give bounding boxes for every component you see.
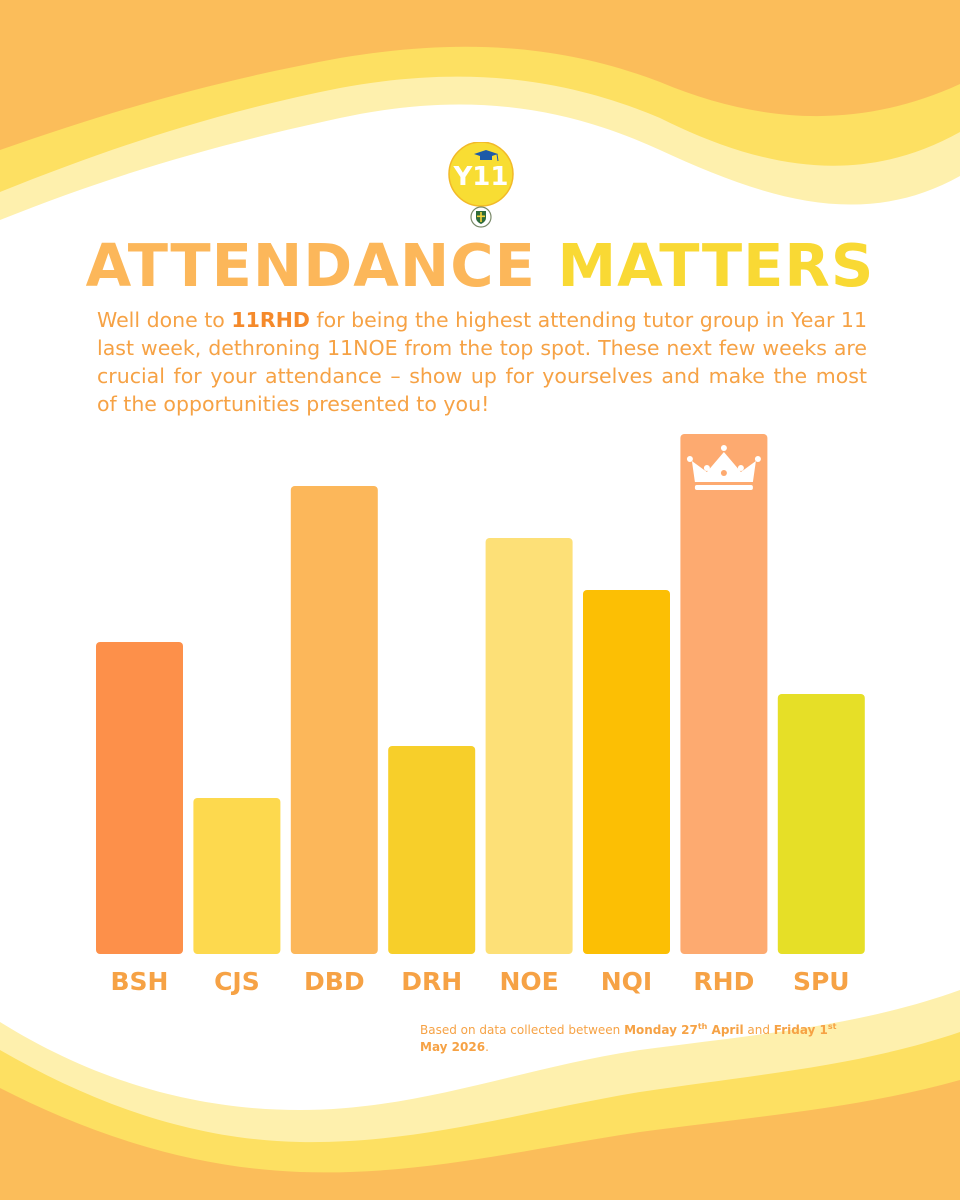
- footnote-end-month: May 2026: [420, 1040, 486, 1054]
- category-label-rhd: RHD: [693, 967, 754, 996]
- footnote-start-day: Monday 27: [624, 1023, 698, 1037]
- bar-drh: [388, 746, 476, 954]
- category-label-drh: DRH: [401, 967, 462, 996]
- category-label-nqi: NQI: [601, 967, 652, 996]
- title-part1: ATTENDANCE: [85, 231, 536, 300]
- category-label-bsh: BSH: [111, 967, 169, 996]
- bottom-wave: [0, 990, 960, 1200]
- school-crest-icon: [470, 206, 492, 228]
- crown-icon: [686, 445, 761, 490]
- intro-paragraph: Well done to 11RHD for being the highest…: [97, 306, 867, 418]
- intro-lead: Well done to: [97, 308, 232, 332]
- category-label-noe: NOE: [499, 967, 558, 996]
- bar-dbd: [290, 486, 378, 954]
- top-wave: [0, 0, 960, 220]
- intro-rest: for being the highest attending tutor gr…: [97, 308, 867, 416]
- page-title: ATTENDANCE MATTERS: [0, 228, 960, 304]
- footnote-end-day: Friday 1: [773, 1023, 828, 1037]
- category-label-spu: SPU: [793, 967, 850, 996]
- bar-cjs: [193, 798, 281, 954]
- intro-highlight: 11RHD: [231, 308, 310, 332]
- bar-nqi: [583, 590, 670, 954]
- bar-noe: [485, 538, 573, 954]
- bar-rhd: [680, 434, 768, 954]
- y11-logo: Y11: [448, 142, 514, 228]
- bar-bsh: [96, 642, 183, 954]
- category-label-cjs: CJS: [214, 967, 260, 996]
- footnote-start-sup: th: [697, 1022, 708, 1031]
- footnote-middle: and: [743, 1023, 774, 1037]
- graduation-cap-icon: [474, 150, 499, 162]
- bar-spu: [777, 694, 865, 954]
- logo-badge-text: Y11: [452, 162, 508, 192]
- footnote-suffix: .: [485, 1040, 489, 1054]
- footnote-start-month: April: [707, 1023, 744, 1037]
- attendance-bar-chart: BSH CJS DBD DRH NOE NQI RHD SPU: [96, 434, 865, 996]
- footnote-prefix: Based on data collected between: [420, 1023, 625, 1037]
- footnote: Based on data collected between Monday 2…: [420, 1018, 860, 1056]
- footnote-end-sup: st: [827, 1022, 837, 1031]
- title-part2: MATTERS: [557, 231, 875, 300]
- category-label-dbd: DBD: [304, 967, 365, 996]
